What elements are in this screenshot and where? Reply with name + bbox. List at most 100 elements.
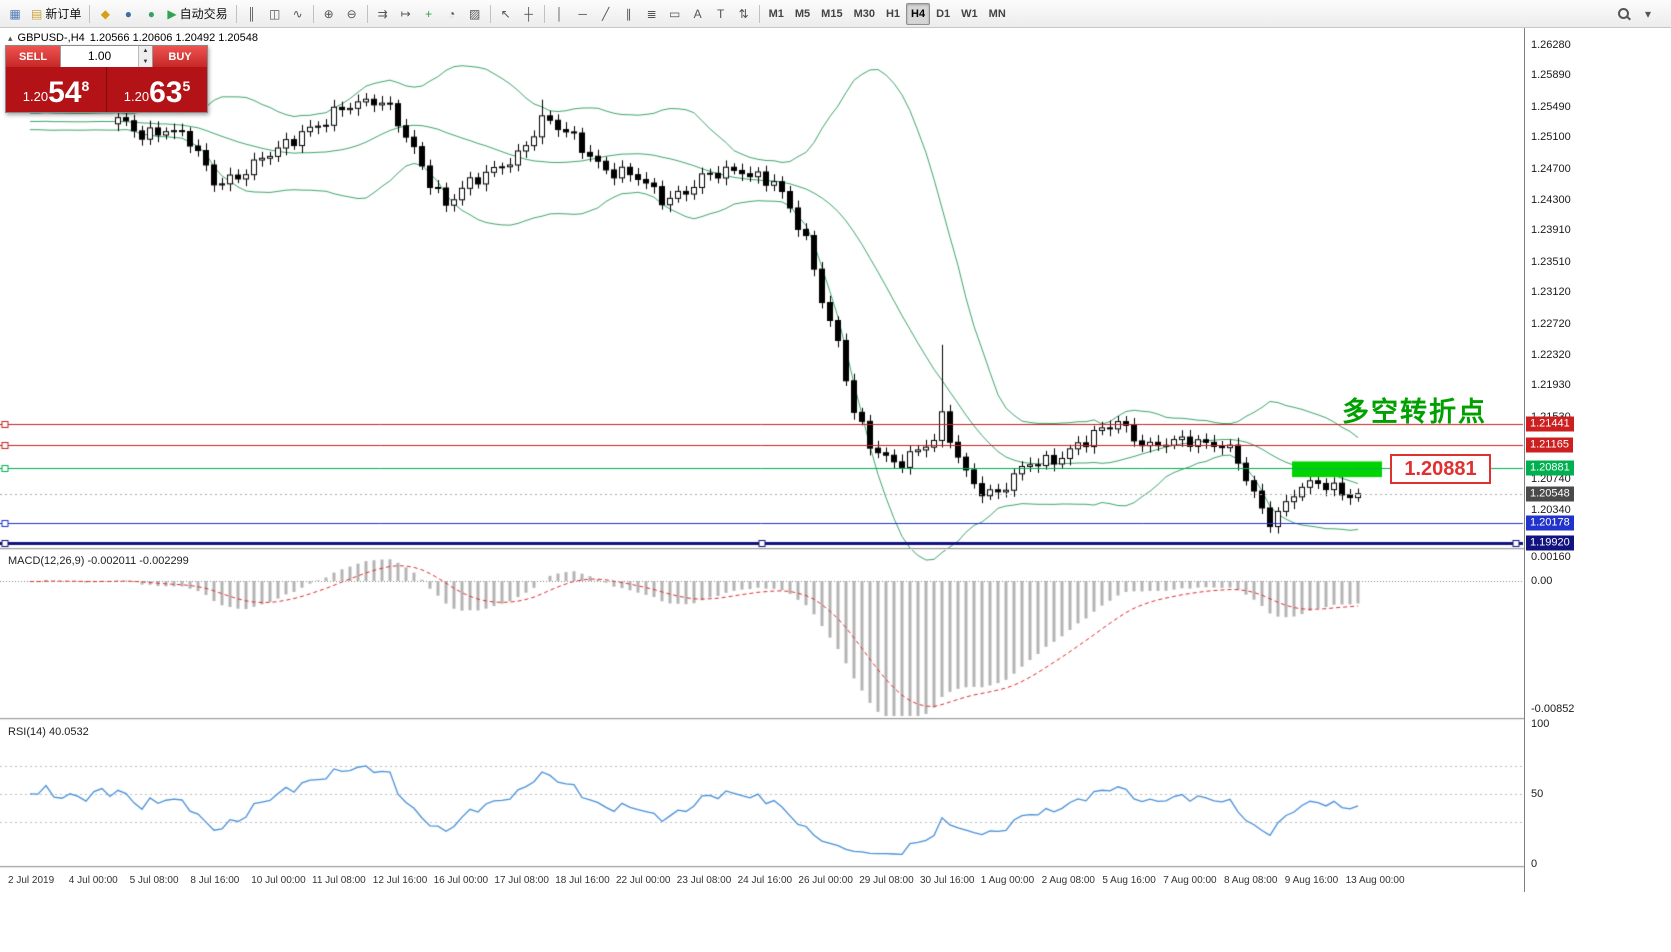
buy-button[interactable]: BUY [153, 46, 207, 67]
templates-button[interactable]: ▨ [464, 3, 486, 25]
channel-button[interactable]: ∥ [618, 3, 640, 25]
price-tick: 1.20740 [1531, 472, 1571, 485]
timeframe-mn-label: MN [988, 7, 1006, 20]
indicators-icon: + [425, 6, 433, 21]
candlestick-mode-button[interactable]: ◫ [264, 3, 286, 25]
date-label: 8 Jul 16:00 [190, 875, 240, 886]
toolbar-separator [543, 4, 545, 23]
chart-up-icon: ▴ [8, 32, 13, 43]
autotrading-icon: ▶ [167, 6, 177, 21]
price-level-box: 1.21441 [1526, 416, 1574, 432]
date-axis[interactable]: 2 Jul 2019 4 Jul 00:00 5 Jul 08:00 8 Jul 16… [0, 873, 1524, 891]
price-tick: 1.25100 [1531, 131, 1571, 144]
line-chart-mode-icon: ∿ [292, 6, 303, 21]
bid-price[interactable]: 1.20 54 8 [6, 67, 107, 112]
trendline-icon: ╱ [601, 6, 610, 21]
vertical-line-icon: │ [555, 6, 564, 21]
timeframe-h4-button[interactable]: H4 [906, 2, 931, 25]
toolbar-right-group: ▾ [1613, 3, 1667, 25]
price-level-box: 1.19920 [1526, 535, 1574, 551]
text-button[interactable]: A [687, 3, 709, 25]
auto-scroll-button[interactable]: ⇉ [372, 3, 394, 25]
horizontal-line-button[interactable]: ─ [572, 3, 594, 25]
label-button[interactable]: T [710, 3, 732, 25]
shapes-icon: ▭ [668, 6, 681, 21]
timeframe-mn-button[interactable]: MN [984, 3, 1011, 25]
toolbar: ▦ ▤ 新订单 ◆ ● ● ▶ 自动交易 ║ ◫ ∿ ⊕ ⊖ ⇉ ↦ + ◔ ▨ ↖ ┼ │ ─ ╱ ∥ ≣ ▭ A T ⇅ M1 M5 M1… [0, 0, 1671, 28]
rsi-label: RSI(14) 40.0532 [8, 726, 89, 738]
market-watch-button[interactable]: ● [117, 3, 139, 25]
ask-price[interactable]: 1.20 63 5 [107, 67, 207, 112]
price-tick: 1.22720 [1531, 317, 1571, 330]
price-tick: 1.23510 [1531, 255, 1571, 268]
date-label: 10 Jul 00:00 [251, 875, 306, 886]
date-label: 22 Jul 00:00 [616, 875, 671, 886]
indicators-button[interactable]: + [418, 3, 440, 25]
fibonacci-button[interactable]: ≣ [641, 3, 663, 25]
autotrading-button[interactable]: ▶ 自动交易 [163, 3, 231, 25]
date-label: 16 Jul 00:00 [433, 875, 489, 886]
metaeditor-button[interactable]: ◆ [94, 3, 116, 25]
periods-button[interactable]: ◔ [441, 3, 463, 25]
timeframe-w1-button[interactable]: W1 [956, 3, 983, 25]
autotrading-label: 自动交易 [179, 7, 228, 21]
bid-prefix: 1.20 [22, 89, 49, 104]
quick-nav-button[interactable]: ▾ [1637, 3, 1659, 25]
price-tick: 1.23120 [1531, 286, 1571, 299]
line-chart-mode-button[interactable]: ∿ [287, 3, 309, 25]
new-chart-button[interactable]: ▦ [4, 3, 26, 25]
navigator-icon: ● [147, 6, 155, 21]
rsi-axis-label: 0 [1531, 858, 1538, 870]
macd-axis-label: 0.00 [1531, 575, 1553, 587]
bid-pip-digit: 8 [81, 78, 90, 94]
shapes-button[interactable]: ▭ [664, 3, 686, 25]
date-label: 24 Jul 16:00 [737, 875, 793, 886]
date-label: 5 Jul 08:00 [129, 875, 179, 886]
timeframe-m15-button[interactable]: M15 [816, 3, 847, 25]
chart-shift-button[interactable]: ↦ [395, 3, 417, 25]
price-callout[interactable]: 1.20881 [1390, 454, 1491, 484]
timeframe-m30-button[interactable]: M30 [849, 3, 880, 25]
timeframe-m30-label: M30 [853, 7, 875, 20]
date-label: 18 Jul 16:00 [555, 875, 610, 886]
cursor-button[interactable]: ↖ [495, 3, 517, 25]
price-axis[interactable]: 1.26280 1.25890 1.25490 1.25100 1.24700 1.243… [1524, 28, 1671, 892]
macd-axis-label: 0.00160 [1531, 551, 1571, 563]
timeframe-h1-button[interactable]: H1 [881, 3, 905, 25]
toolbar-separator [489, 4, 491, 23]
timeframe-h4-label: H4 [911, 7, 926, 20]
annotation-text[interactable]: 多空转折点 [1342, 397, 1487, 428]
macd-axis-label: -0.00852 [1531, 702, 1575, 715]
rsi-axis-label: 50 [1531, 788, 1544, 800]
date-label: 8 Aug 08:00 [1224, 875, 1278, 886]
volume-input[interactable]: 1.00 [87, 49, 112, 63]
timeframe-m1-button[interactable]: M1 [764, 3, 789, 25]
price-level-box: 1.20178 [1526, 515, 1574, 531]
trendline-button[interactable]: ╱ [595, 3, 617, 25]
arrow-tools-button[interactable]: ⇅ [733, 3, 755, 25]
price-tick: 1.24300 [1531, 193, 1571, 206]
sell-button[interactable]: SELL [6, 46, 60, 67]
timeframe-h1-label: H1 [885, 7, 901, 20]
navigator-button[interactable]: ● [140, 3, 162, 25]
vertical-line-button[interactable]: │ [549, 3, 571, 25]
volume-down-button[interactable]: ▼ [139, 56, 152, 67]
search-button[interactable] [1613, 3, 1635, 25]
volume-up-button[interactable]: ▲ [139, 46, 152, 57]
symbol-period-label: GBPUSD-,H4 [17, 32, 85, 44]
ask-pip-digit: 5 [182, 78, 191, 94]
timeframe-d1-button[interactable]: D1 [931, 3, 955, 25]
crosshair-button[interactable]: ┼ [518, 3, 540, 25]
zoom-in-button[interactable]: ⊕ [318, 3, 340, 25]
zoom-out-button[interactable]: ⊖ [341, 3, 363, 25]
bar-chart-mode-button[interactable]: ║ [241, 3, 263, 25]
timeframe-m5-button[interactable]: M5 [790, 3, 815, 25]
new-order-button[interactable]: ▤ 新订单 [27, 3, 85, 25]
auto-scroll-icon: ⇉ [377, 6, 388, 21]
date-label: 7 Aug 00:00 [1163, 875, 1217, 886]
templates-icon: ▨ [468, 6, 481, 21]
timeframe-d1-label: D1 [936, 7, 951, 20]
price-chart-canvas[interactable] [0, 28, 1524, 870]
price-level-box: 1.21165 [1526, 437, 1573, 453]
volume-stepper[interactable]: 1.00 ▲ ▼ [60, 46, 153, 67]
